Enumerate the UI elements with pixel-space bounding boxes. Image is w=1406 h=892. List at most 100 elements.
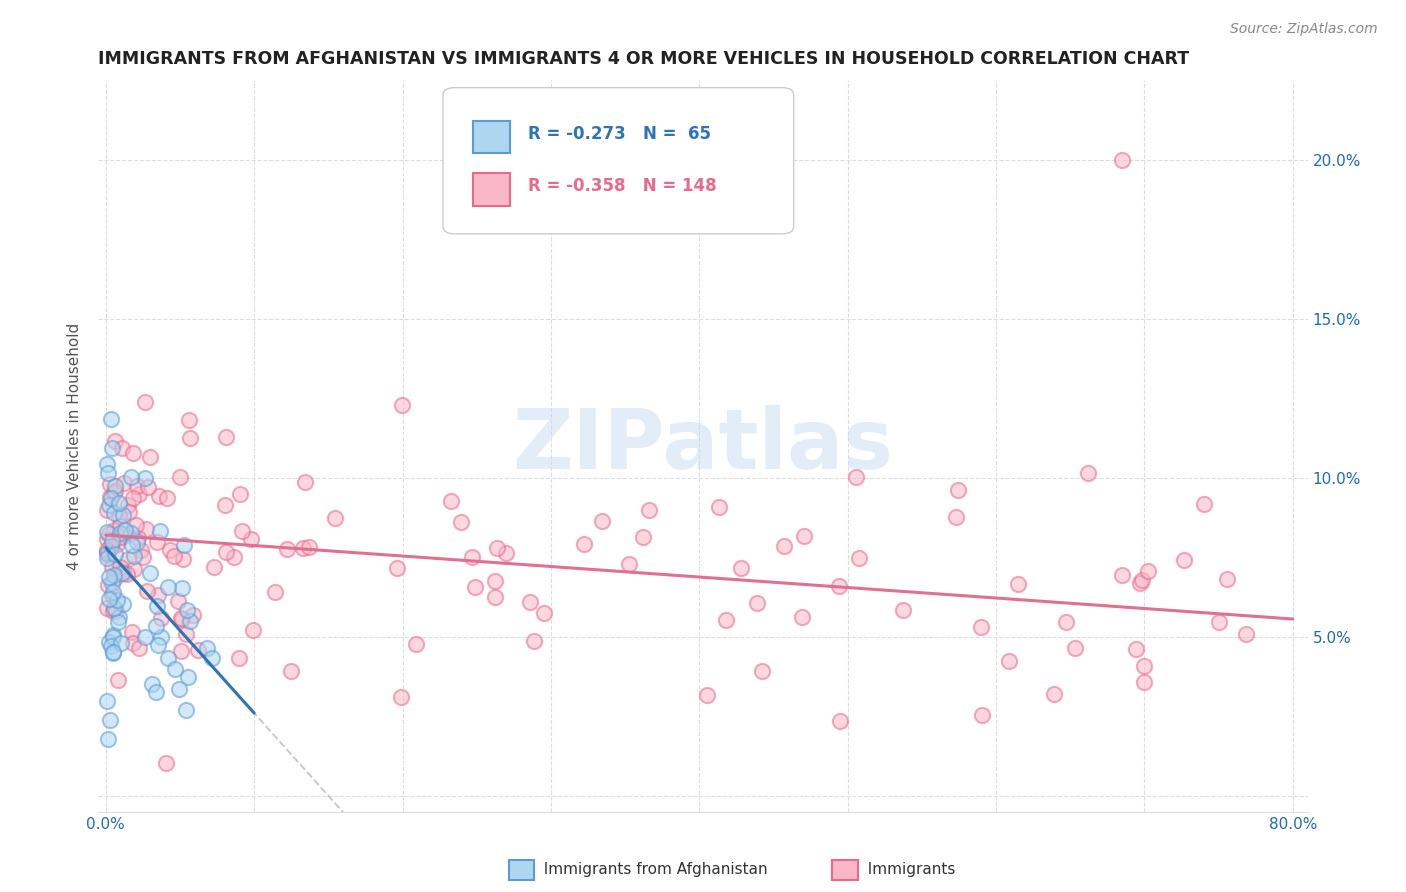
Point xyxy=(617,557,640,571)
Point xyxy=(111,441,134,455)
Point xyxy=(101,605,124,619)
Point xyxy=(97,732,120,747)
Point xyxy=(136,584,159,599)
Text: IMMIGRANTS FROM AFGHANISTAN VS IMMIGRANTS 4 OR MORE VEHICLES IN HOUSEHOLD CORREL: IMMIGRANTS FROM AFGHANISTAN VS IMMIGRANT… xyxy=(98,50,1189,68)
Point xyxy=(495,546,517,560)
Point xyxy=(100,491,122,505)
FancyBboxPatch shape xyxy=(443,87,793,234)
Point xyxy=(1216,572,1239,586)
Text: Immigrants: Immigrants xyxy=(858,863,955,877)
Point xyxy=(224,550,246,565)
Point xyxy=(484,574,506,588)
Point xyxy=(793,529,815,543)
Text: Immigrants from Afghanistan: Immigrants from Afghanistan xyxy=(534,863,768,877)
Point xyxy=(97,549,120,563)
Point xyxy=(129,542,152,557)
Point xyxy=(292,541,315,556)
Point xyxy=(145,685,167,699)
Point xyxy=(155,756,177,771)
Point xyxy=(121,491,143,505)
Point xyxy=(101,575,124,590)
Point xyxy=(891,603,914,617)
Point xyxy=(136,480,159,494)
Point xyxy=(100,539,122,553)
FancyBboxPatch shape xyxy=(474,120,509,153)
Point xyxy=(214,498,236,512)
Point xyxy=(98,498,121,512)
Point xyxy=(103,523,125,537)
Point xyxy=(163,549,186,563)
Point xyxy=(276,542,298,557)
Text: R = -0.358   N = 148: R = -0.358 N = 148 xyxy=(527,178,716,195)
Point xyxy=(1130,573,1153,587)
Point xyxy=(149,611,172,625)
Point xyxy=(215,429,238,443)
Point xyxy=(484,590,506,604)
Point xyxy=(104,483,127,498)
Point xyxy=(96,457,118,471)
Point xyxy=(790,610,813,624)
Point xyxy=(128,487,150,501)
Point xyxy=(141,677,163,691)
Point xyxy=(97,466,120,480)
Point xyxy=(117,552,139,566)
Y-axis label: 4 or more Vehicles in Household: 4 or more Vehicles in Household xyxy=(67,322,83,570)
Point xyxy=(108,530,131,544)
Point xyxy=(1111,567,1133,582)
Text: Source: ZipAtlas.com: Source: ZipAtlas.com xyxy=(1230,22,1378,37)
Point xyxy=(98,591,121,606)
Point xyxy=(170,582,193,596)
Point xyxy=(1192,497,1215,511)
Point xyxy=(104,479,127,493)
Point xyxy=(179,431,201,445)
Point xyxy=(485,541,508,556)
Point xyxy=(174,627,197,641)
Point xyxy=(391,398,413,412)
Point xyxy=(104,603,127,617)
Point xyxy=(108,565,131,579)
Point xyxy=(97,577,120,591)
Point xyxy=(1007,577,1029,591)
Point xyxy=(240,532,263,546)
Point xyxy=(156,491,179,506)
Point xyxy=(138,450,160,465)
Point xyxy=(201,651,224,665)
Point xyxy=(127,531,149,545)
Point xyxy=(128,640,150,655)
Point xyxy=(1043,687,1066,701)
Point xyxy=(96,545,118,559)
Point xyxy=(242,623,264,637)
FancyBboxPatch shape xyxy=(474,173,509,206)
Point xyxy=(298,541,321,555)
Point xyxy=(696,688,718,702)
Point xyxy=(103,486,125,500)
Point xyxy=(146,587,169,601)
Point xyxy=(159,543,181,558)
Text: R = -0.273   N =  65: R = -0.273 N = 65 xyxy=(527,126,710,144)
Point xyxy=(179,614,201,628)
Point xyxy=(139,566,162,581)
Point xyxy=(115,567,138,582)
Point xyxy=(110,636,132,650)
Point xyxy=(1125,642,1147,657)
Point xyxy=(135,522,157,536)
Point xyxy=(101,588,124,602)
Point xyxy=(751,664,773,678)
Point xyxy=(946,483,969,497)
Point xyxy=(730,561,752,575)
Point xyxy=(177,412,200,426)
Point xyxy=(174,703,197,717)
Point xyxy=(181,607,204,622)
Point xyxy=(197,641,219,656)
Point xyxy=(103,568,125,582)
Point xyxy=(156,580,179,594)
Point xyxy=(108,509,131,524)
Point xyxy=(114,524,136,538)
Point xyxy=(101,534,124,549)
Point xyxy=(101,646,124,660)
Point xyxy=(110,566,132,581)
Point xyxy=(405,636,427,650)
Point xyxy=(1132,675,1154,690)
Point xyxy=(134,630,156,644)
Point xyxy=(1129,575,1152,590)
